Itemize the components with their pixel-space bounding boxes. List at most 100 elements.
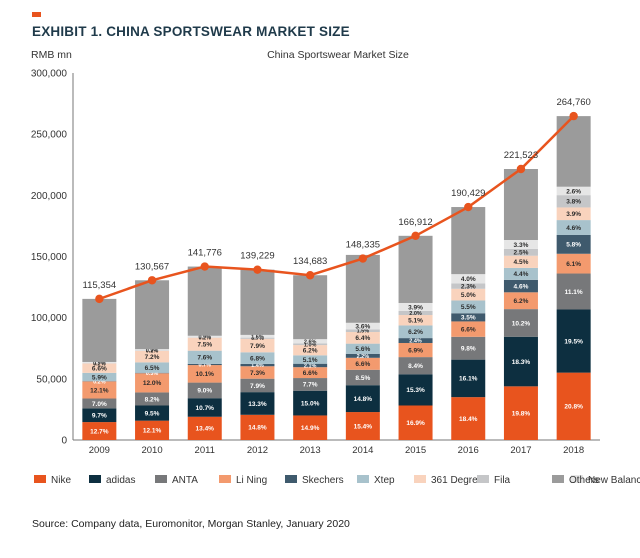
data-label-li-ning: 6.9% (408, 347, 423, 354)
legend-label-anta: ANTA (172, 475, 198, 486)
data-label-anta: 7.9% (250, 383, 265, 390)
total-point (201, 262, 209, 270)
data-label-xtep: 5.9% (92, 374, 107, 381)
bar-others-2012 (240, 270, 274, 335)
legend-swatch-skechers (285, 475, 297, 483)
total-point (95, 295, 103, 303)
total-point (359, 254, 367, 262)
x-tick-label: 2018 (563, 445, 584, 456)
y-tick-label: 0 (61, 436, 67, 447)
x-tick-label: 2015 (405, 445, 426, 456)
data-label-adidas: 9.7% (92, 413, 107, 420)
data-label-new-balance: 3.3% (514, 242, 529, 249)
data-label-skechers: 1.4% (251, 363, 264, 369)
data-label-anta: 8.4% (408, 363, 423, 370)
total-label: 221,523 (504, 150, 538, 161)
total-label: 264,760 (556, 97, 590, 108)
data-label-li-ning: 12.1% (90, 387, 109, 394)
data-label-nike: 13.4% (196, 426, 215, 433)
data-label-nike: 19.8% (512, 411, 531, 418)
data-label-361-degrees: 5.1% (408, 318, 423, 325)
y-tick-label: 50,000 (36, 374, 67, 385)
y-axis-label: RMB mn (31, 49, 72, 61)
data-label-li-ning: 6.6% (303, 370, 318, 377)
data-label-skechers: 2.1% (304, 363, 317, 369)
data-label-nike: 12.7% (90, 428, 109, 435)
x-tick-label: 2016 (458, 445, 479, 456)
data-label-adidas: 19.5% (564, 338, 583, 345)
data-label-nike: 20.8% (564, 404, 583, 411)
data-label-new-balance: 3.6% (355, 323, 370, 330)
legend-label-nike: Nike (51, 475, 71, 486)
bar-others-2015 (399, 236, 433, 303)
data-label-skechers: 3.5% (461, 315, 476, 322)
x-tick-label: 2013 (300, 445, 321, 456)
data-label-361-degrees: 7.9% (250, 343, 265, 350)
total-label: 115,354 (83, 280, 117, 291)
bar-others-2010 (135, 280, 169, 349)
x-tick-label: 2012 (247, 445, 268, 456)
data-label-xtep: 6.5% (145, 365, 160, 372)
data-label-anta: 8.5% (355, 375, 370, 382)
bar-others-2016 (451, 207, 485, 274)
data-label-li-ning: 6.6% (461, 326, 476, 333)
data-label-new-balance: 2.6% (566, 188, 581, 195)
legend-label-adidas: adidas (106, 475, 135, 486)
y-tick-label: 150,000 (31, 252, 68, 263)
data-label-nike: 14.9% (301, 425, 320, 432)
data-label-adidas: 16.1% (459, 376, 478, 383)
legend-swatch-li-ning (219, 475, 231, 483)
data-label-361-degrees: 6.2% (303, 348, 318, 355)
total-point (148, 276, 156, 284)
data-label-anta: 7.0% (92, 401, 107, 408)
total-label: 141,776 (188, 248, 222, 259)
total-label: 190,429 (451, 188, 485, 199)
data-label-li-ning: 7.3% (250, 370, 265, 377)
y-tick-label: 100,000 (31, 313, 68, 324)
x-tick-label: 2010 (141, 445, 162, 456)
legend-label-skechers: Skechers (302, 475, 344, 486)
x-tick-label: 2009 (89, 445, 110, 456)
data-label-li-ning: 10.1% (196, 371, 215, 378)
data-label-nike: 12.1% (143, 428, 162, 435)
data-label-li-ning: 6.1% (566, 261, 581, 268)
data-label-new-balance: 4.0% (461, 276, 476, 283)
data-label-skechers: 2.4% (409, 339, 422, 345)
data-label-361-degrees: 5.0% (461, 292, 476, 299)
data-label-xtep: 6.2% (408, 329, 423, 336)
data-label-xtep: 5.5% (461, 304, 476, 311)
legend-swatch-nike (34, 475, 46, 483)
data-label-nike: 18.4% (459, 416, 478, 423)
total-label: 134,683 (293, 256, 327, 267)
data-label-fila: 2.5% (514, 250, 529, 257)
legend-swatch-anta (155, 475, 167, 483)
total-line (99, 116, 573, 299)
data-label-nike: 15.4% (354, 423, 373, 430)
data-label-fila: 2.0% (409, 311, 422, 317)
y-tick-label: 250,000 (31, 130, 68, 141)
data-label-adidas: 9.5% (145, 410, 160, 417)
data-label-new-balance: 1.6% (251, 334, 264, 340)
data-label-new-balance: 2.6% (304, 339, 317, 345)
data-label-fila: 3.8% (566, 199, 581, 206)
x-tick-label: 2011 (195, 445, 215, 456)
data-label-xtep: 5.6% (355, 346, 370, 353)
data-label-anta: 7.7% (303, 382, 318, 389)
data-label-361-degrees: 3.9% (566, 211, 581, 218)
total-point (411, 232, 419, 240)
y-tick-label: 200,000 (31, 191, 68, 202)
data-label-xtep: 7.6% (197, 355, 212, 362)
data-label-adidas: 13.3% (248, 401, 267, 408)
total-point (517, 165, 525, 173)
total-point (253, 265, 261, 273)
data-label-skechers: 5.8% (566, 242, 581, 249)
data-label-li-ning: 6.6% (355, 361, 370, 368)
data-label-361-degrees: 6.4% (355, 335, 370, 342)
total-point (569, 112, 577, 120)
data-label-xtep: 6.8% (250, 355, 265, 362)
data-label-adidas: 15.0% (301, 400, 320, 407)
data-label-nike: 16.9% (406, 420, 425, 427)
total-label: 130,567 (135, 261, 169, 272)
x-tick-label: 2014 (352, 445, 373, 456)
legend-label-fila: Fila (494, 475, 511, 486)
